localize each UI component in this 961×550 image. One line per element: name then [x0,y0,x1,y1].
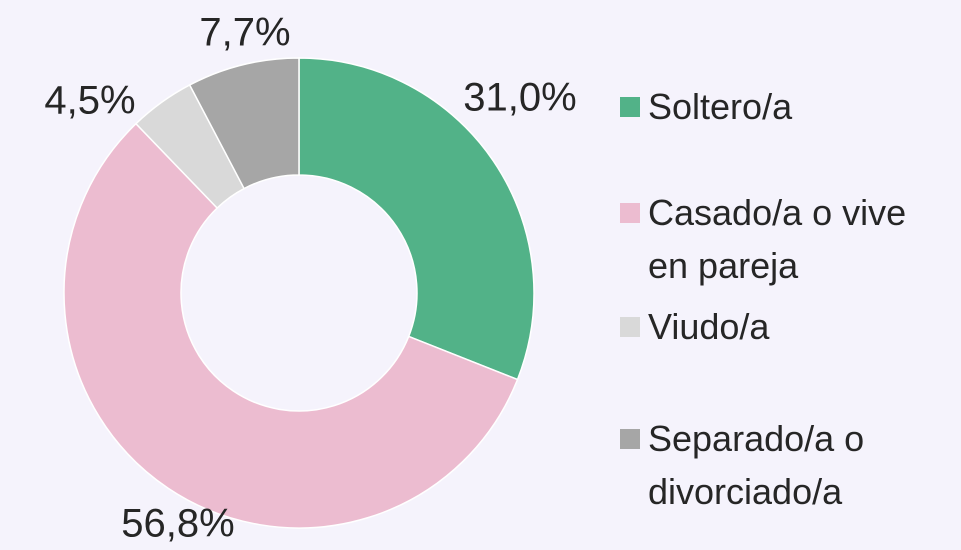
donut-slice [63,122,519,529]
data-label: 31,0% [463,76,576,120]
data-label: 7,7% [199,11,290,55]
legend-label: Soltero/a [648,86,793,127]
legend-item: Soltero/a [620,80,920,133]
donut-slice [188,57,300,190]
donut-slice [298,57,535,381]
legend-swatch [620,317,640,337]
legend-label: Casado/a o vive en pareja [648,192,907,286]
data-label: 56,8% [121,502,234,546]
legend-swatch [620,429,640,449]
legend-label: Separado/a o divorciado/a [648,418,865,512]
legend-label: Viudo/a [648,306,770,347]
legend-item: Viudo/a [620,300,920,353]
legend-item: Casado/a o vive en pareja [620,186,920,292]
legend-swatch [620,203,640,223]
data-label: 4,5% [44,79,135,123]
legend-swatch [620,97,640,117]
legend-item: Separado/a o divorciado/a [620,412,920,518]
